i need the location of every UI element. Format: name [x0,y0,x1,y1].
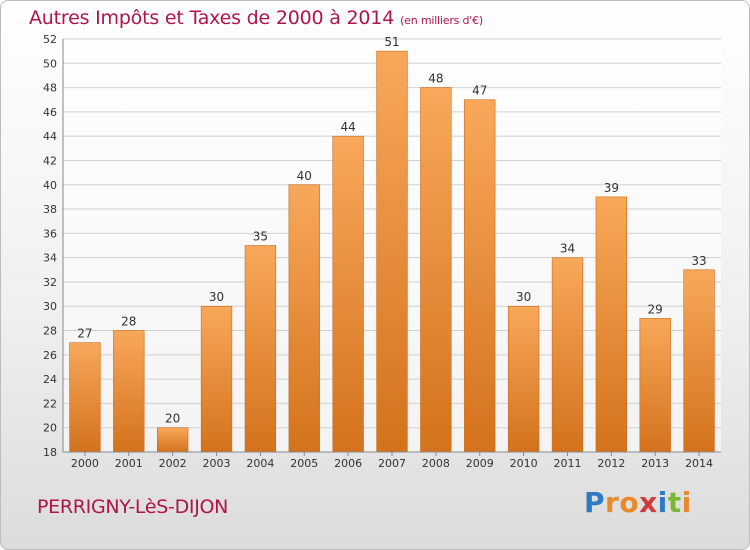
x-tick-label: 2011 [553,457,581,470]
bar-2013 [639,318,671,453]
x-tick-label: 2000 [71,457,99,470]
x-tick-label: 2006 [334,457,362,470]
logo-letter: x [639,486,658,519]
x-tick-label: 2003 [203,457,231,470]
x-tick-label: 2014 [685,457,713,470]
bar-2007 [376,50,408,453]
y-tick-label: 50 [43,57,57,70]
y-tick-label: 20 [43,422,57,435]
bar-2005 [288,184,320,453]
bar-2010 [507,305,540,453]
y-tick-label: 18 [43,446,57,459]
logo-letter: P [584,486,606,519]
logo-letter: i [681,486,692,519]
x-tick-label: 2008 [422,457,450,470]
y-tick-label: 42 [43,154,57,167]
town-name: PERRIGNY-LèS-DIJON [37,496,229,518]
bar-2002 [157,427,189,453]
value-label: 34 [560,242,575,256]
y-tick-label: 22 [43,397,57,410]
logo-letter: o [619,486,640,519]
value-label: 51 [384,35,399,49]
bar-2006 [332,135,364,453]
x-tick-label: 2007 [378,457,406,470]
bar-2011 [551,257,584,453]
y-tick-label: 24 [43,373,57,386]
chart-title: Autres Impôts et Taxes de 2000 à 2014 [29,7,395,29]
x-tick-label: 2005 [290,457,318,470]
y-tick-label: 40 [43,179,57,192]
value-label: 28 [121,315,136,329]
bar-2001 [113,330,145,453]
value-label: 39 [604,181,619,195]
y-tick-label: 34 [43,252,57,265]
value-label: 27 [77,327,92,341]
value-label: 47 [472,84,487,98]
value-label: 40 [297,169,312,183]
logo-letter: i [657,486,668,519]
logo-letter: r [605,486,620,519]
value-label: 20 [165,412,180,426]
x-tick-label: 2012 [597,457,625,470]
logo-letter: t [667,486,682,519]
x-tick-label: 2009 [466,457,494,470]
y-tick-label: 46 [43,106,57,119]
y-tick-label: 48 [43,82,57,95]
chart-unit: (en milliers d'€) [400,14,483,27]
y-tick-label: 36 [43,227,57,240]
value-label: 35 [253,230,268,244]
value-label: 44 [340,120,355,134]
proxiti-logo: Proxiti [584,489,692,517]
x-tick-label: 2013 [641,457,669,470]
y-tick-label: 44 [43,130,57,143]
bar-2004 [244,245,277,453]
value-label: 29 [648,302,663,316]
x-tick-label: 2004 [246,457,274,470]
bar-2000 [69,342,101,453]
bar-2008 [420,87,452,453]
bar-2014 [683,269,715,453]
bar-2012 [595,196,627,453]
x-tick-label: 2010 [510,457,538,470]
bar-2003 [200,305,233,453]
y-tick-label: 32 [43,276,57,289]
y-tick-label: 28 [43,325,57,338]
chart-title-line: Autres Impôts et Taxes de 2000 à 2014 (en… [29,7,483,29]
value-label: 33 [691,254,706,268]
y-tick-label: 26 [43,349,57,362]
y-tick-label: 38 [43,203,57,216]
y-tick-label: 52 [43,33,57,46]
bar-2009 [464,99,496,453]
x-tick-label: 2002 [159,457,187,470]
value-label: 30 [516,290,531,304]
value-label: 48 [428,72,443,86]
value-label: 30 [209,290,224,304]
y-tick-label: 30 [43,300,57,313]
x-tick-label: 2001 [115,457,143,470]
